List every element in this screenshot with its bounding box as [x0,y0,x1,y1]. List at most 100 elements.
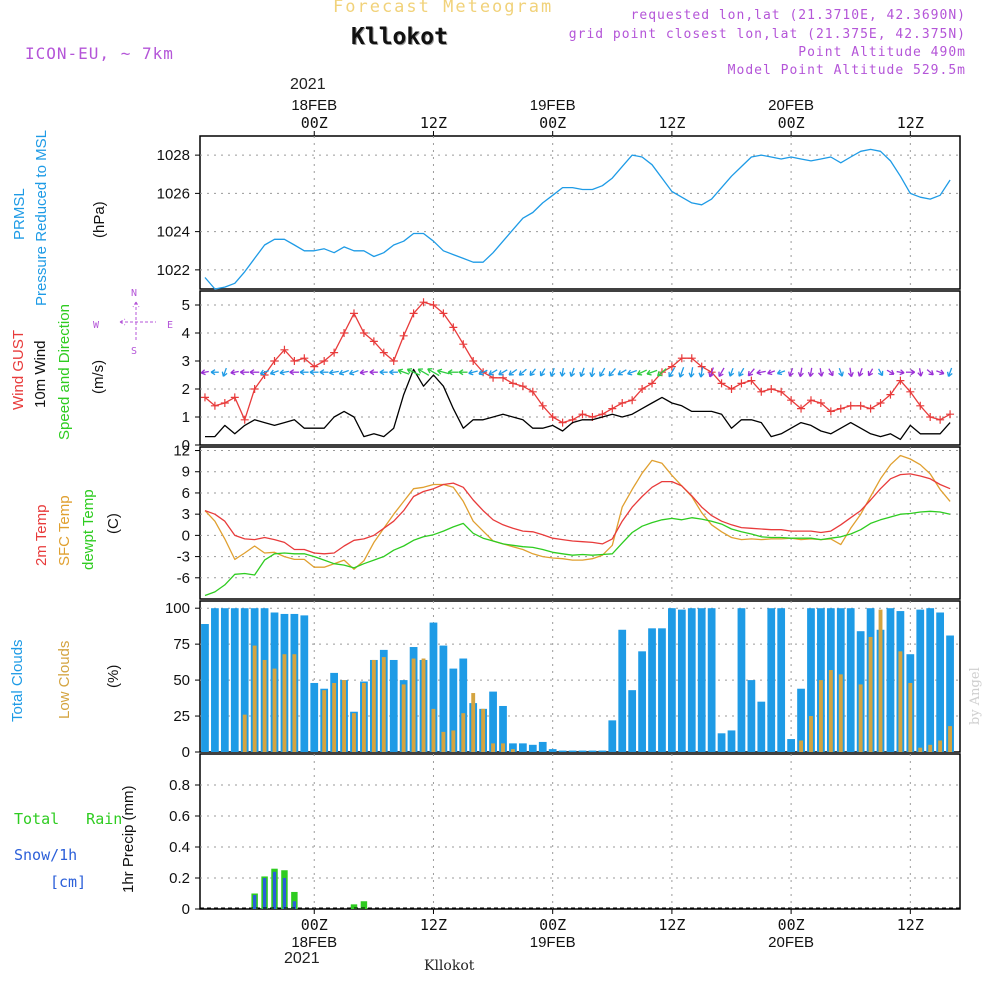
watermark: by Angel [968,667,983,725]
gust-marker [469,357,478,365]
bar-low-clouds [918,747,923,752]
ytick-label: 9 [182,464,190,481]
gust-marker [300,354,309,363]
bar-total-clouds [707,608,716,752]
compass-legend [119,301,156,340]
bar-low-clouds [431,708,436,752]
wind-arrow [437,368,450,375]
bar-low-clouds [799,740,803,752]
wind-arrow [896,369,905,376]
gust-marker [687,354,696,363]
compass-w: W [93,320,100,331]
gust-marker [548,413,557,421]
bar-total-clouds [747,680,756,752]
wind-arrow [518,368,527,376]
gust-marker [667,362,676,371]
hour-label-bottom: 00Z [301,916,328,934]
bar-low-clouds [361,682,366,752]
wind-arrow [309,369,319,376]
gust-marker [419,298,428,307]
bar-total-clouds [211,608,219,752]
ytick-label: 1026 [157,185,190,202]
bar-total-clouds [449,668,458,752]
gust-marker [618,399,627,407]
ytick-label: 12 [173,443,190,460]
ytick-label: 1024 [157,224,190,241]
label-speed-direction: Speed and Direction [56,304,73,440]
label-total-rain: Total Rain [14,810,123,828]
wind-arrow [210,369,219,376]
ytick-label: 1 [182,409,190,426]
wind-arrow [389,369,398,376]
gust-marker [926,413,935,421]
wind-arrow [259,369,270,376]
bar-total-clouds [220,608,229,752]
gust-marker [200,393,209,402]
compass-s: S [131,346,138,357]
bar-low-clouds [501,743,505,752]
gust-marker [449,323,458,332]
ytick-label: 0.8 [169,777,190,794]
gust-marker [369,337,378,346]
bar-low-clouds [411,658,416,752]
wind-arrow [678,367,685,378]
bar-low-clouds [868,636,873,752]
bar-low-clouds [322,690,327,752]
gust-marker [816,399,825,407]
wind-arrow [249,369,260,376]
hour-label-top: 00Z [778,114,805,132]
label-celsius: (C) [105,513,122,534]
label-snow: Snow/1h [14,846,78,864]
ytick-label: 0 [182,744,190,761]
bar-total-clouds [528,744,537,752]
gust-marker [399,331,408,340]
hour-label-top: 00Z [539,114,566,132]
bar-total-clouds [677,609,686,752]
bar-total-clouds [429,622,438,752]
bar-total-clouds [300,615,309,752]
bar-low-clouds [371,659,376,752]
wind-arrow [269,369,279,376]
bar-low-clouds [511,749,515,752]
bar-total-rain [291,891,298,909]
panel-frame-wind [199,290,961,446]
bar-total-clouds [578,750,587,752]
bar-low-clouds [878,609,883,752]
wind-arrow [936,369,945,376]
series-2m-temp [204,473,951,555]
wind-arrow [359,369,368,376]
gust-marker [747,376,756,385]
wind-arrow [807,367,814,377]
gust-marker [409,309,418,318]
gust-marker [528,387,537,396]
gust-marker [866,404,875,413]
ytick-label: -3 [177,549,190,566]
bar-total-clouds [797,688,805,752]
ytick-label: -6 [177,570,190,587]
gust-marker [806,396,815,405]
wind-arrow [319,369,329,376]
gust-marker [389,357,398,365]
bar-low-clouds [908,682,913,752]
footer-station: Kllokot [424,958,475,974]
wind-arrow [559,368,566,377]
bar-total-clouds [916,609,925,752]
bar-low-clouds [818,680,823,752]
ytick-label: 5 [182,297,190,314]
bar-total-clouds [757,701,766,752]
wind-arrow [617,369,627,376]
ytick-label: 3 [182,353,190,370]
wind-arrow [718,367,725,377]
wind-arrow [688,367,695,378]
bar-snow [272,871,277,909]
gust-marker [757,387,766,396]
gust-marker [439,309,448,318]
wind-arrow [529,368,537,377]
bar-low-clouds [352,713,356,752]
gust-marker [737,379,746,388]
gust-marker [826,407,835,416]
wind-arrow [599,367,606,377]
ytick-label: 2 [182,381,190,398]
panel-frame-precip [199,753,961,910]
bar-total-clouds [638,651,646,752]
